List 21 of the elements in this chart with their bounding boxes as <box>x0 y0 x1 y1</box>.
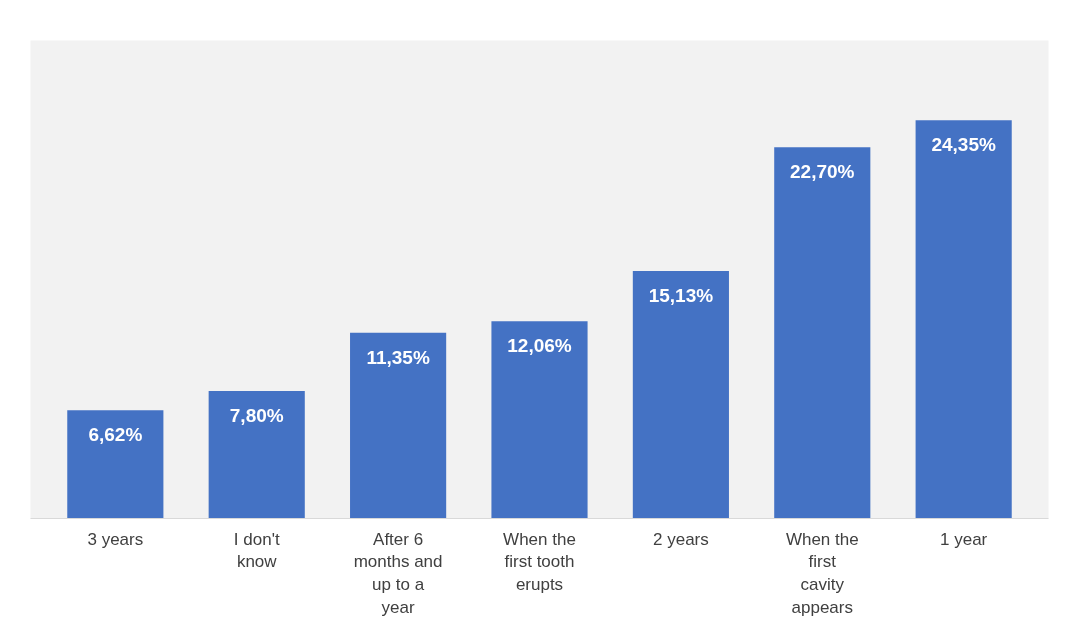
x-tick-label: 2 years <box>653 529 709 549</box>
bar <box>491 321 588 519</box>
x-tick-label: 3 years <box>87 529 144 549</box>
data-label: 15,13% <box>648 284 714 306</box>
data-label: 7,80% <box>229 404 284 426</box>
x-tick-label: When the first cavity appears <box>785 529 859 617</box>
data-label: 11,35% <box>366 346 430 368</box>
data-label: 6,62% <box>88 424 143 446</box>
data-label: 12,06% <box>507 335 572 357</box>
x-tick-label: When the first tooth erupts <box>503 529 576 595</box>
x-tick-label: 1 year <box>940 529 988 549</box>
bar <box>774 147 871 519</box>
data-label: 22,70% <box>790 161 855 183</box>
bar <box>208 390 305 519</box>
bar <box>632 270 729 519</box>
x-tick-label: I don't know <box>233 529 280 572</box>
data-label: 24,35% <box>931 134 996 156</box>
bar <box>915 120 1012 519</box>
bar <box>67 410 164 519</box>
x-tick-label: After 6 months and up to a year <box>353 529 443 617</box>
bar <box>350 332 447 519</box>
